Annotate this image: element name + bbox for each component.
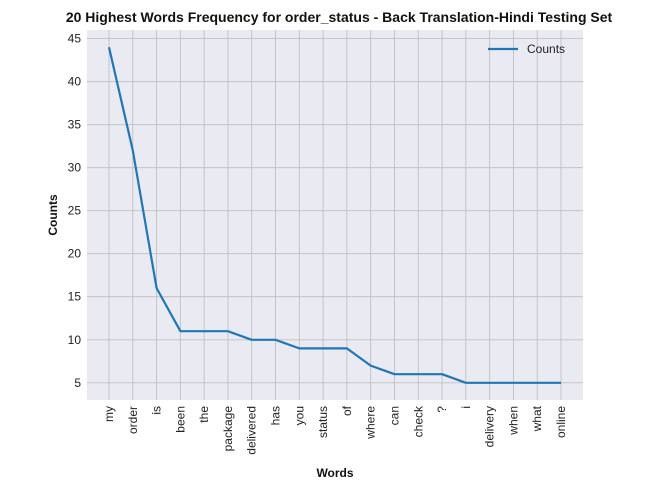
x-tick-label: can <box>387 406 401 425</box>
x-tick-label: online <box>554 406 568 438</box>
x-tick-label: where <box>364 406 378 440</box>
x-tick-label: delivery <box>483 406 497 447</box>
x-tick-label: i <box>459 406 473 409</box>
series-line-counts <box>107 46 561 384</box>
x-tick-label: you <box>292 406 306 425</box>
y-tick-label: 30 <box>68 161 82 175</box>
y-axis-label: Counts <box>46 194 60 236</box>
x-tick-label: has <box>269 406 283 425</box>
chart-title: 20 Highest Words Frequency for order_sta… <box>66 9 613 25</box>
x-tick-label: the <box>197 406 211 423</box>
y-tick-label: 15 <box>68 290 82 304</box>
x-tick-label: package <box>221 406 235 452</box>
plot-area <box>87 30 583 400</box>
y-tick-label: 25 <box>68 204 82 218</box>
legend-entry-counts: Counts <box>527 42 565 56</box>
x-tick-label: check <box>411 405 425 437</box>
x-tick-label: what <box>530 405 544 432</box>
x-axis-ticks: my order is been the package delivered has you st… <box>102 405 568 455</box>
x-tick-label: my <box>102 406 116 422</box>
x-tick-label: been <box>173 406 187 433</box>
y-tick-label: 45 <box>68 32 82 46</box>
x-tick-label: is <box>150 406 164 415</box>
x-tick-label: order <box>126 406 140 434</box>
y-tick-label: 10 <box>68 333 82 347</box>
y-tick-label: 5 <box>74 376 81 390</box>
y-tick-label: 20 <box>68 247 82 261</box>
y-tick-label: 35 <box>68 118 82 132</box>
y-tick-label: 40 <box>68 75 82 89</box>
x-tick-label: when <box>506 406 520 436</box>
x-tick-label: of <box>340 405 354 416</box>
x-tick-label: status <box>316 406 330 438</box>
x-axis-label: Words <box>316 466 353 480</box>
y-axis-ticks: 5 10 15 20 25 30 35 40 45 <box>68 32 82 390</box>
grid-lines <box>87 30 583 400</box>
x-tick-label: delivered <box>245 406 259 455</box>
legend: Counts <box>488 42 565 56</box>
x-tick-label: ? <box>435 406 449 413</box>
